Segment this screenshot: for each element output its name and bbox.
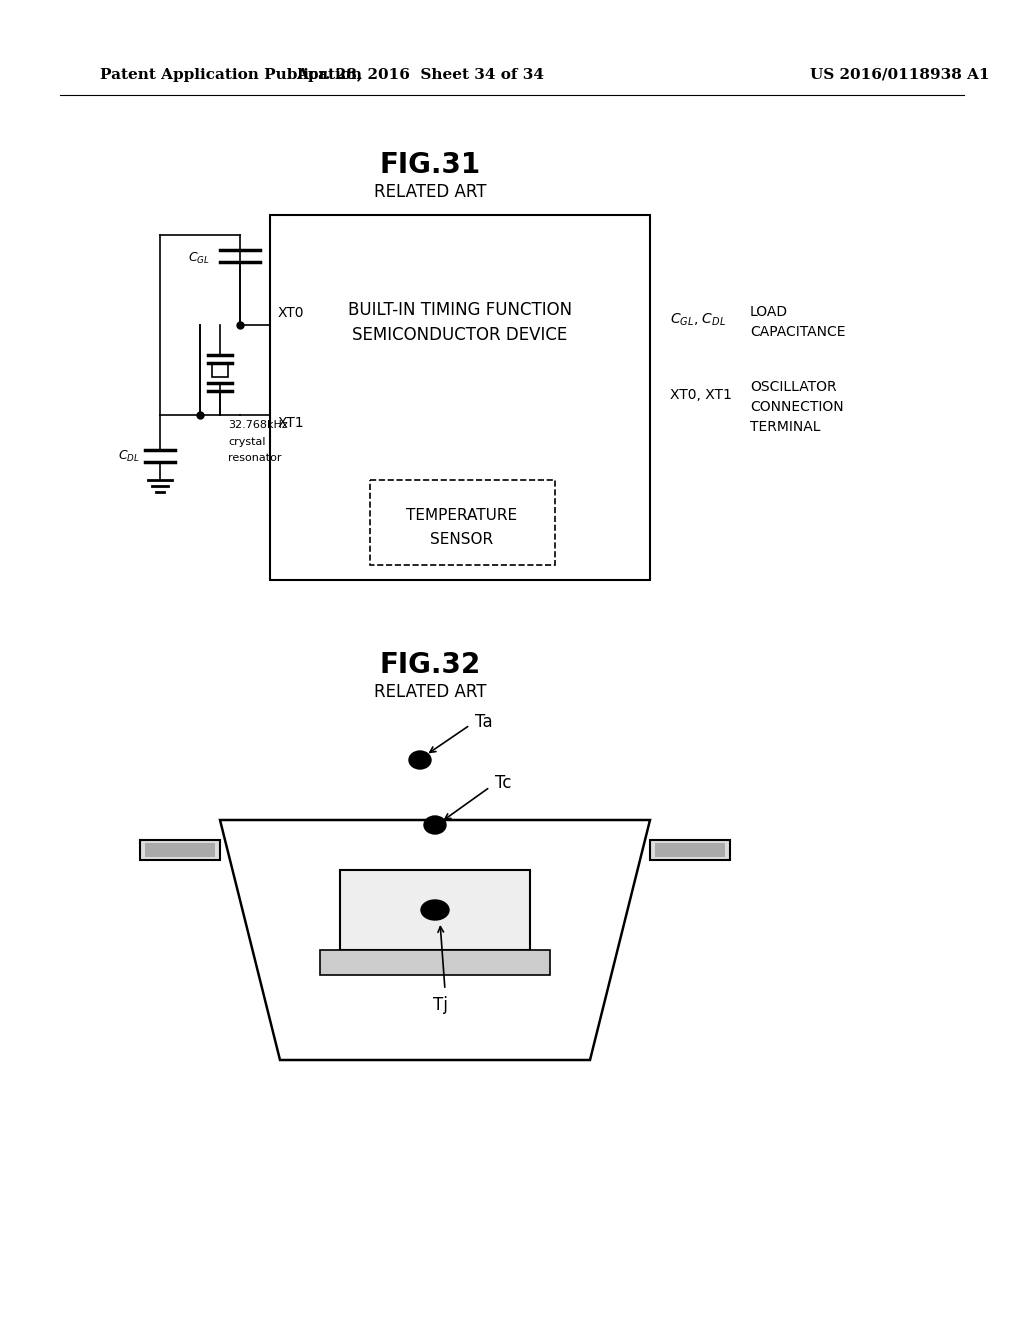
Text: RELATED ART: RELATED ART bbox=[374, 183, 486, 201]
Text: CONNECTION: CONNECTION bbox=[750, 400, 844, 414]
Bar bbox=[212, 363, 228, 378]
Bar bbox=[319, 950, 550, 975]
Ellipse shape bbox=[409, 751, 431, 770]
Text: Tc: Tc bbox=[495, 774, 512, 792]
Bar bbox=[370, 480, 555, 565]
Text: Patent Application Publication: Patent Application Publication bbox=[100, 69, 362, 82]
Text: SEMICONDUCTOR DEVICE: SEMICONDUCTOR DEVICE bbox=[352, 326, 567, 345]
Bar bbox=[655, 843, 725, 857]
Text: BUILT-IN TIMING FUNCTION: BUILT-IN TIMING FUNCTION bbox=[348, 301, 572, 319]
Text: Tj: Tj bbox=[432, 997, 447, 1014]
Ellipse shape bbox=[424, 816, 446, 834]
Text: TERMINAL: TERMINAL bbox=[750, 420, 820, 434]
Bar bbox=[650, 840, 730, 861]
Text: CAPACITANCE: CAPACITANCE bbox=[750, 325, 846, 339]
Polygon shape bbox=[220, 820, 650, 1060]
Text: FIG.32: FIG.32 bbox=[379, 651, 480, 678]
Ellipse shape bbox=[421, 900, 449, 920]
Text: US 2016/0118938 A1: US 2016/0118938 A1 bbox=[810, 69, 990, 82]
Bar bbox=[340, 870, 530, 950]
Text: crystal: crystal bbox=[228, 437, 265, 447]
Text: FIG.31: FIG.31 bbox=[380, 150, 480, 180]
Text: OSCILLATOR: OSCILLATOR bbox=[750, 380, 837, 393]
Text: LOAD: LOAD bbox=[750, 305, 788, 319]
Text: XT1: XT1 bbox=[278, 416, 304, 430]
Text: XT0: XT0 bbox=[278, 306, 304, 319]
Text: Ta: Ta bbox=[475, 713, 493, 731]
Text: SENSOR: SENSOR bbox=[430, 532, 494, 548]
Bar bbox=[270, 215, 650, 579]
Text: 32.768kHz: 32.768kHz bbox=[228, 420, 288, 430]
Bar bbox=[140, 840, 220, 861]
Text: Apr. 28, 2016  Sheet 34 of 34: Apr. 28, 2016 Sheet 34 of 34 bbox=[296, 69, 544, 82]
Text: $C_{GL}$: $C_{GL}$ bbox=[188, 251, 210, 265]
Text: RELATED ART: RELATED ART bbox=[374, 682, 486, 701]
Text: XT0, XT1: XT0, XT1 bbox=[670, 388, 732, 403]
Text: $C_{DL}$: $C_{DL}$ bbox=[118, 449, 140, 463]
Bar bbox=[145, 843, 215, 857]
Text: resonator: resonator bbox=[228, 453, 282, 463]
Text: $C_{GL}$, $C_{DL}$: $C_{GL}$, $C_{DL}$ bbox=[670, 312, 726, 329]
Text: TEMPERATURE: TEMPERATURE bbox=[407, 507, 517, 523]
